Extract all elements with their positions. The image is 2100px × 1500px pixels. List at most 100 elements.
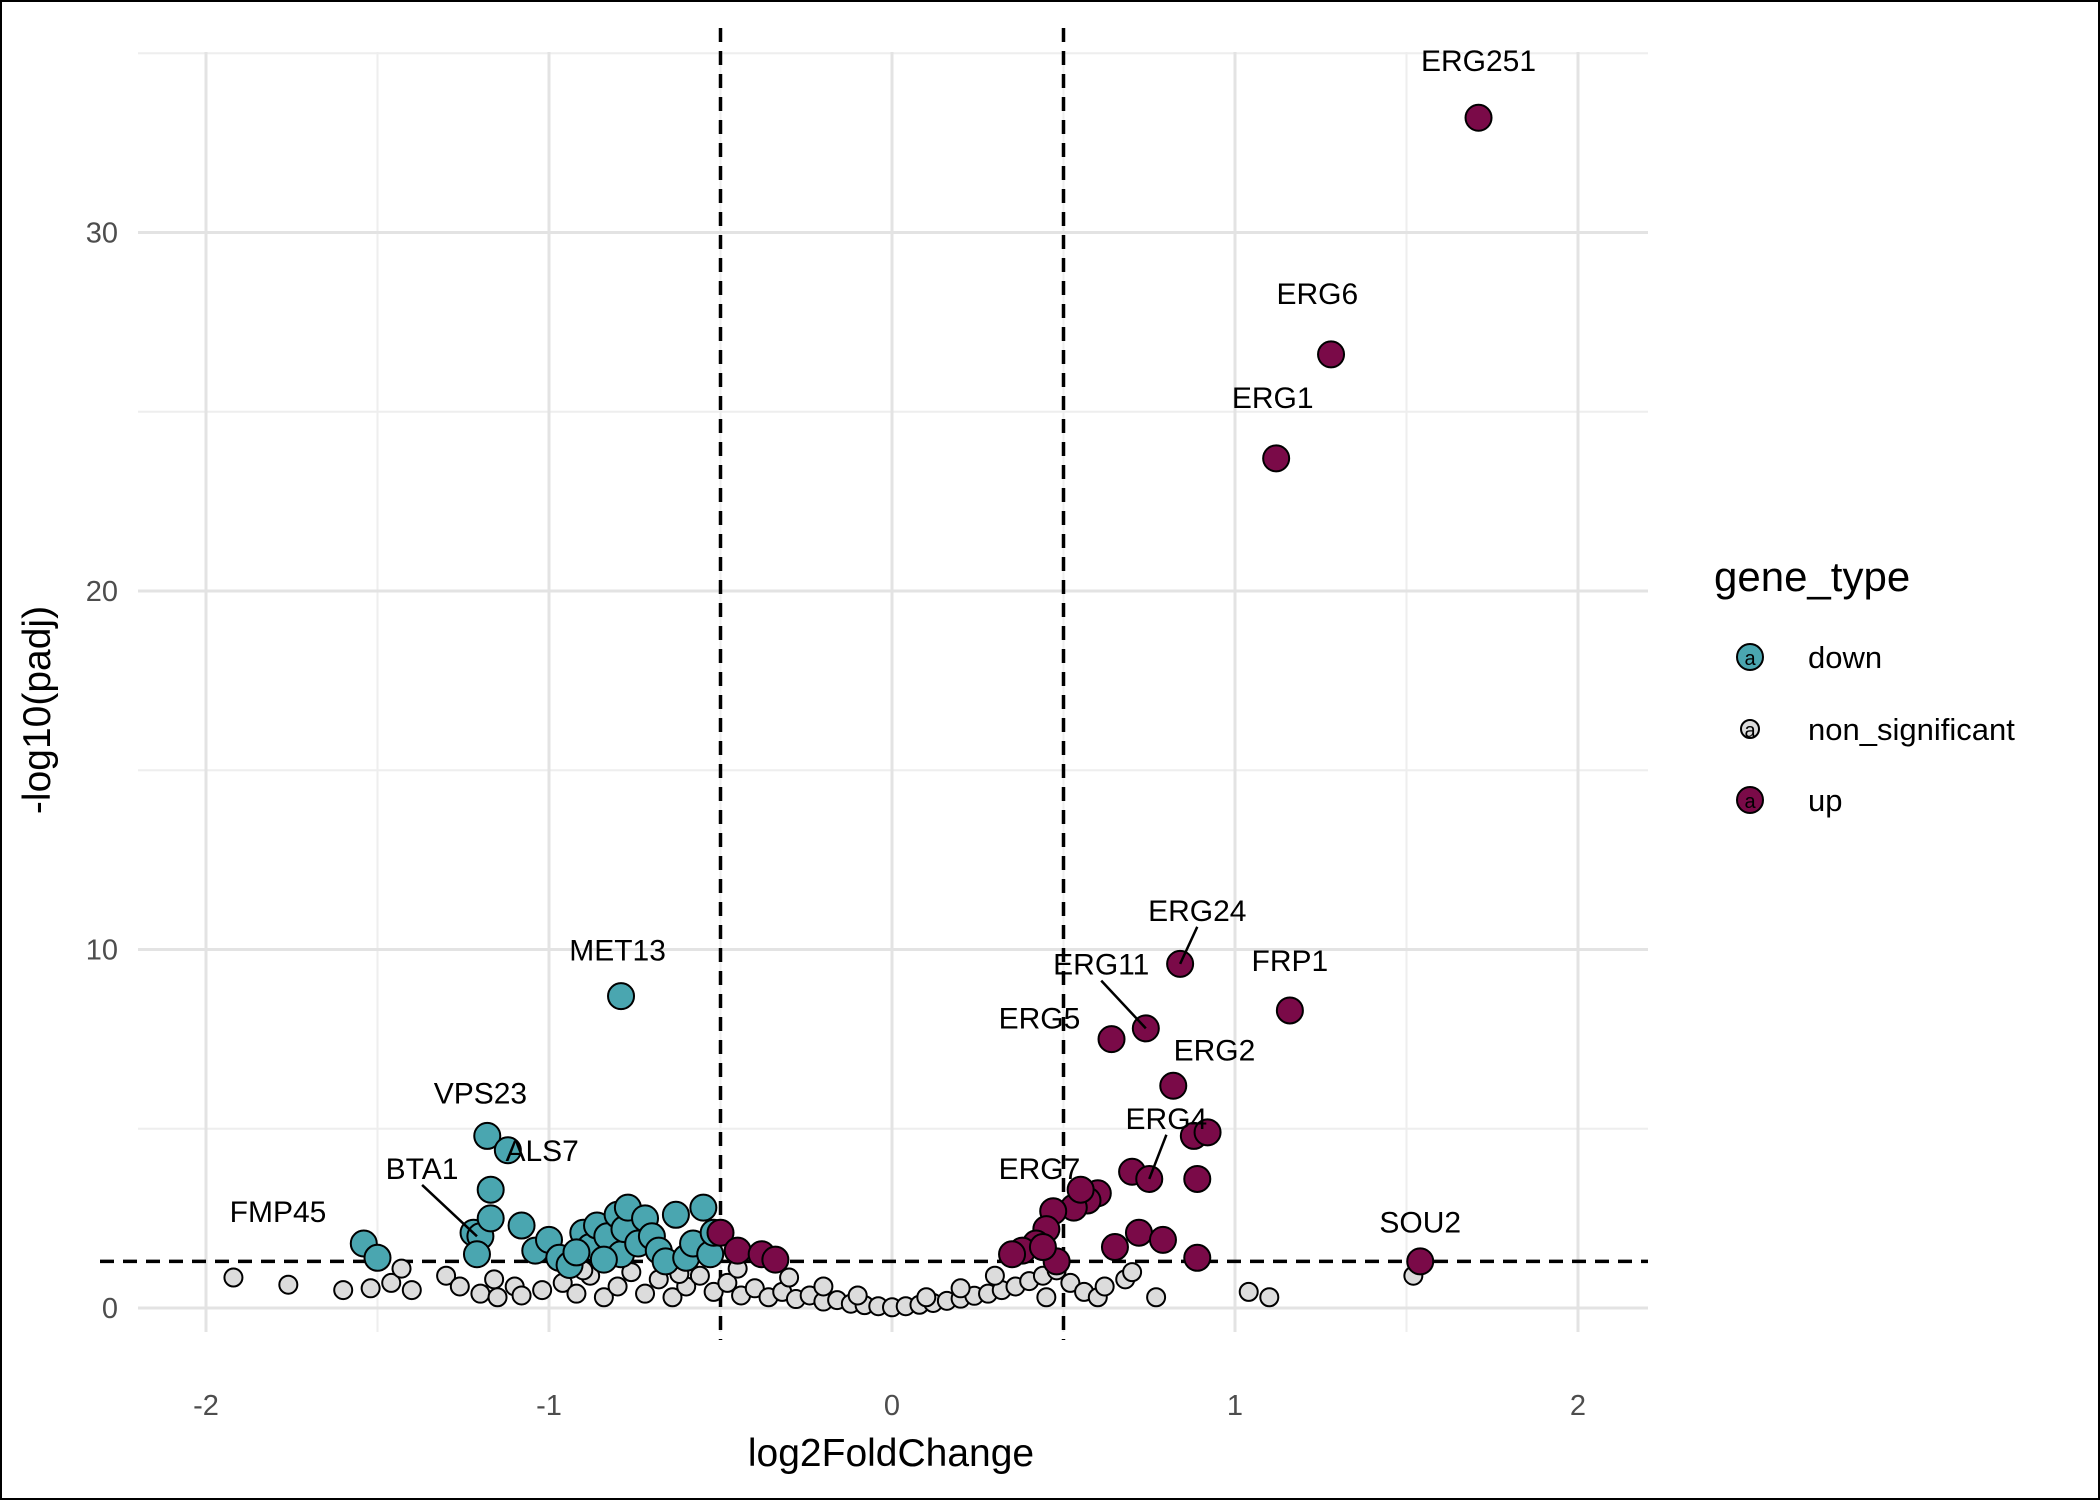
point-non-significant xyxy=(916,1287,937,1308)
point-non-significant xyxy=(381,1272,402,1293)
legend-title: gene_type xyxy=(1714,553,1910,600)
gene-label: ERG24 xyxy=(1148,895,1246,928)
point-up xyxy=(1097,1025,1126,1054)
point-non-significant xyxy=(635,1283,656,1304)
label-connector xyxy=(1148,1134,1168,1180)
point-non-significant xyxy=(360,1278,381,1299)
point-non-significant xyxy=(511,1285,532,1306)
point-non-significant xyxy=(703,1281,724,1302)
gene-label: SOU2 xyxy=(1379,1207,1461,1240)
point-down xyxy=(661,1200,690,1229)
point-up xyxy=(1262,444,1291,473)
point-up xyxy=(1159,1071,1188,1100)
point-up xyxy=(998,1240,1027,1269)
x-tick-label: 2 xyxy=(1570,1390,1586,1422)
y-tick-label: 20 xyxy=(86,576,118,608)
point-non-significant xyxy=(401,1280,422,1301)
point-non-significant xyxy=(1146,1287,1167,1308)
gene-label: FRP1 xyxy=(1252,945,1329,978)
legend-key-glyph: a xyxy=(1744,720,1756,742)
legend-label-non-significant: non_significant xyxy=(1808,712,2015,747)
point-up xyxy=(1183,1164,1212,1193)
point-non-significant xyxy=(950,1278,971,1299)
data-points xyxy=(223,103,1493,1318)
gene-label: FMP45 xyxy=(230,1196,327,1229)
point-up xyxy=(1464,103,1493,132)
legend-key-non-significant xyxy=(1740,719,1760,739)
point-down xyxy=(589,1245,618,1274)
x-tick-label: 0 xyxy=(884,1390,900,1422)
point-non-significant xyxy=(1238,1281,1259,1302)
x-tick-label: -1 xyxy=(536,1390,562,1422)
legend-label-down: down xyxy=(1808,640,1882,675)
legend-key-down xyxy=(1736,643,1764,671)
gene-label: ERG1 xyxy=(1232,382,1314,415)
point-up xyxy=(1406,1247,1435,1276)
x-tick-label: 1 xyxy=(1227,1390,1243,1422)
point-non-significant xyxy=(607,1276,628,1297)
point-down xyxy=(476,1175,505,1204)
point-non-significant xyxy=(744,1278,765,1299)
y-axis-ticks: 0 10 20 30 xyxy=(86,218,118,1326)
legend-key-up xyxy=(1736,786,1764,814)
point-non-significant xyxy=(391,1258,412,1279)
point-non-significant xyxy=(436,1265,457,1286)
point-down xyxy=(476,1204,505,1233)
y-tick-label: 10 xyxy=(86,935,118,967)
point-down xyxy=(473,1121,502,1150)
y-axis-title: -log10(padj) xyxy=(16,606,59,814)
point-up xyxy=(723,1236,752,1265)
label-connector xyxy=(1100,979,1147,1030)
point-up xyxy=(1148,1225,1177,1254)
point-down xyxy=(507,1211,536,1240)
gene-label: ERG5 xyxy=(999,1002,1081,1035)
point-non-significant xyxy=(487,1287,508,1308)
point-up xyxy=(1317,340,1346,369)
legend-key-glyph: a xyxy=(1744,648,1756,670)
point-up xyxy=(761,1245,790,1274)
point-non-significant xyxy=(484,1269,505,1290)
gene-label: MET13 xyxy=(569,934,666,967)
point-non-significant xyxy=(1122,1262,1143,1283)
point-non-significant xyxy=(1094,1276,1115,1297)
point-non-significant xyxy=(1060,1272,1081,1293)
point-non-significant xyxy=(1259,1287,1280,1308)
point-non-significant xyxy=(470,1283,491,1304)
point-down xyxy=(607,982,636,1011)
point-down xyxy=(363,1243,392,1272)
gene-labels: ERG251 ERG6 ERG1 ERG24 ERG11 FRP1 ERG5 ERG2 ERG4… xyxy=(230,45,1536,1240)
point-non-significant xyxy=(532,1280,553,1301)
major-gridlines xyxy=(138,52,1648,1332)
point-non-significant xyxy=(717,1272,738,1293)
x-axis-title: log2FoldChange xyxy=(748,1432,1034,1475)
legend-key-glyph: a xyxy=(1744,791,1756,813)
gene-label: ERG251 xyxy=(1421,45,1536,78)
point-non-significant xyxy=(662,1287,683,1308)
gene-label: ERG2 xyxy=(1174,1035,1256,1068)
point-non-significant xyxy=(333,1280,354,1301)
point-up xyxy=(1193,1118,1222,1147)
gene-label: ERG4 xyxy=(1126,1103,1208,1136)
gene-label: ERG7 xyxy=(999,1153,1081,1186)
point-non-significant xyxy=(449,1276,470,1297)
gene-label: ALS7 xyxy=(505,1135,578,1168)
point-non-significant xyxy=(593,1287,614,1308)
point-up xyxy=(1066,1175,1095,1204)
point-non-significant xyxy=(1036,1287,1057,1308)
point-non-significant xyxy=(779,1267,800,1288)
point-non-significant xyxy=(847,1285,868,1306)
x-axis-ticks: -2 -1 0 1 2 xyxy=(193,1390,1586,1422)
point-non-significant xyxy=(984,1265,1005,1286)
point-up xyxy=(1124,1218,1153,1247)
point-non-significant xyxy=(566,1283,587,1304)
gene-label: BTA1 xyxy=(386,1153,459,1186)
gene-label: ERG11 xyxy=(1053,949,1149,982)
point-down xyxy=(562,1238,591,1267)
point-down xyxy=(493,1136,522,1165)
gene-label: ERG6 xyxy=(1276,278,1358,311)
point-non-significant xyxy=(813,1276,834,1297)
point-up xyxy=(1275,996,1304,1025)
legend-label-up: up xyxy=(1808,783,1842,818)
y-tick-label: 30 xyxy=(86,218,118,250)
